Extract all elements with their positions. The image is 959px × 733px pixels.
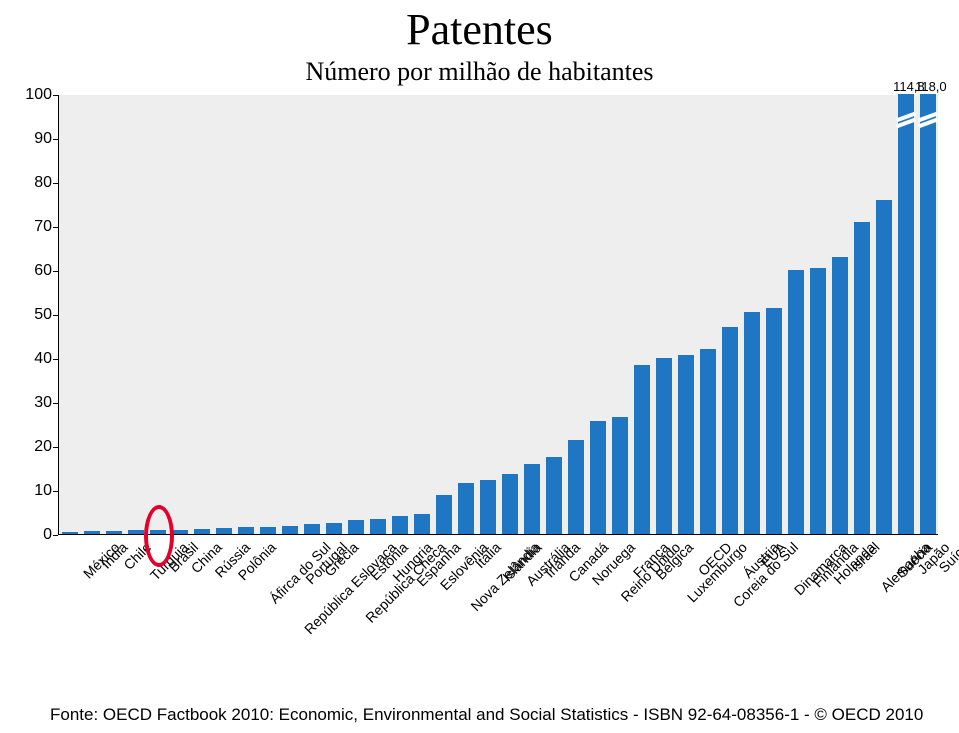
bar — [436, 495, 452, 534]
bar — [128, 530, 144, 534]
bar — [480, 480, 496, 534]
bar — [700, 349, 716, 534]
y-tick-label: 100 — [12, 86, 52, 104]
bar — [788, 270, 804, 534]
chart-subtitle: Número por milhão de habitantes — [0, 57, 959, 87]
x-axis-labels: MéxicoÍndiaChileTurquiaBrasilChinaRússia… — [58, 535, 938, 655]
bar — [590, 421, 606, 534]
plot-background — [58, 95, 938, 535]
bar — [502, 474, 518, 534]
bar — [260, 527, 276, 534]
bar — [392, 516, 408, 534]
y-tick-label: 0 — [12, 526, 52, 544]
source-citation: Fonte: OECD Factbook 2010: Economic, Env… — [50, 705, 923, 725]
bar — [326, 523, 342, 534]
bar-series — [59, 94, 939, 534]
y-tick-label: 20 — [12, 438, 52, 456]
bar — [84, 531, 100, 534]
bar — [194, 529, 210, 534]
bar — [854, 222, 870, 534]
bar — [656, 358, 672, 534]
y-tick-label: 30 — [12, 394, 52, 412]
bar — [304, 524, 320, 534]
bar — [238, 527, 254, 534]
overflow-label: 118,0 — [915, 79, 947, 94]
y-tick-label: 70 — [12, 218, 52, 236]
bar — [150, 530, 166, 534]
bar — [744, 312, 760, 534]
bar — [458, 483, 474, 534]
bar — [546, 457, 562, 534]
y-tick-label: 90 — [12, 130, 52, 148]
bar — [898, 94, 914, 534]
y-tick-label: 10 — [12, 482, 52, 500]
y-tick-label: 50 — [12, 306, 52, 324]
bar — [106, 531, 122, 534]
bar — [216, 528, 232, 534]
bar — [634, 365, 650, 534]
bar — [414, 514, 430, 534]
bar — [568, 440, 584, 534]
bar — [678, 355, 694, 534]
bar — [370, 519, 386, 534]
bar — [524, 464, 540, 534]
bar — [62, 532, 78, 534]
bar — [920, 94, 936, 534]
bar — [876, 200, 892, 534]
bar — [722, 327, 738, 534]
bar — [810, 268, 826, 534]
bar — [832, 257, 848, 534]
y-tick-label: 80 — [12, 174, 52, 192]
chart-title: Patentes — [0, 4, 959, 55]
bar — [612, 417, 628, 534]
chart-area: 0102030405060708090100 MéxicoÍndiaChileT… — [58, 95, 938, 595]
bar — [282, 526, 298, 534]
y-tick-label: 40 — [12, 350, 52, 368]
bar — [766, 308, 782, 534]
y-tick-label: 60 — [12, 262, 52, 280]
bar — [348, 520, 364, 534]
bar — [172, 530, 188, 534]
